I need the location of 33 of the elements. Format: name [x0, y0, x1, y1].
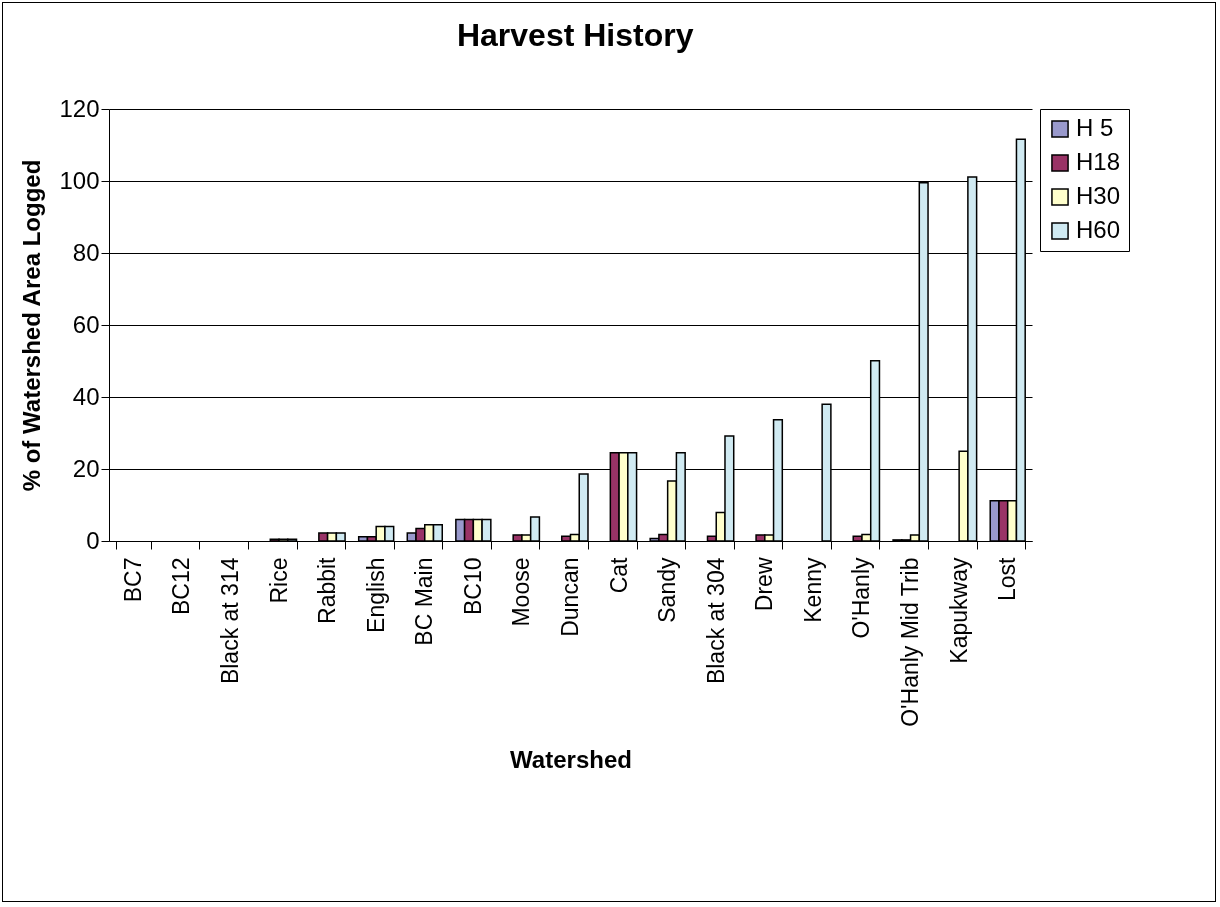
y-tick-label: 0 — [86, 526, 100, 554]
x-tick-label: English — [362, 557, 389, 633]
x-tick-label: O'Hanly — [848, 557, 875, 639]
chart-title: Harvest History — [456, 17, 694, 53]
x-tick-label: Drew — [751, 557, 778, 612]
legend-label: H30 — [1076, 182, 1121, 209]
x-tick-label: BC Main — [411, 557, 438, 646]
y-tick-label: 100 — [59, 166, 100, 194]
x-axis-title: Watershed — [510, 746, 632, 774]
x-tick-label: Duncan — [557, 557, 583, 637]
x-tick-label: Rice — [265, 557, 292, 604]
x-tick-label: Kenny — [799, 557, 826, 623]
y-tick-label: 120 — [59, 94, 100, 122]
y-tick-label: 80 — [72, 238, 100, 266]
x-tick-label: BC10 — [459, 557, 486, 616]
legend-label: H 5 — [1076, 114, 1114, 141]
legend-label: H60 — [1076, 216, 1121, 243]
x-tick-label: Sandy — [654, 557, 681, 623]
y-axis-title: % of Watershed Area Logged — [18, 159, 46, 492]
x-tick-label: Cat — [605, 556, 632, 594]
y-tick-label: 40 — [72, 382, 100, 410]
x-tick-label: BC7 — [119, 557, 146, 603]
y-tick-label: 60 — [72, 310, 100, 338]
legend-label: H18 — [1076, 148, 1121, 175]
x-tick-label: Black at 314 — [216, 557, 243, 685]
x-tick-label: Moose — [508, 557, 535, 627]
y-tick-label: 20 — [72, 454, 100, 482]
x-tick-label: BC12 — [168, 557, 195, 616]
x-tick-label: Lost — [994, 556, 1021, 601]
x-tick-label: Black at 304 — [702, 557, 729, 685]
x-tick-label: Rabbit — [314, 556, 341, 624]
x-tick-label: Kapukway — [945, 557, 972, 664]
x-tick-label: O'Hanly Mid Trib — [897, 557, 924, 727]
